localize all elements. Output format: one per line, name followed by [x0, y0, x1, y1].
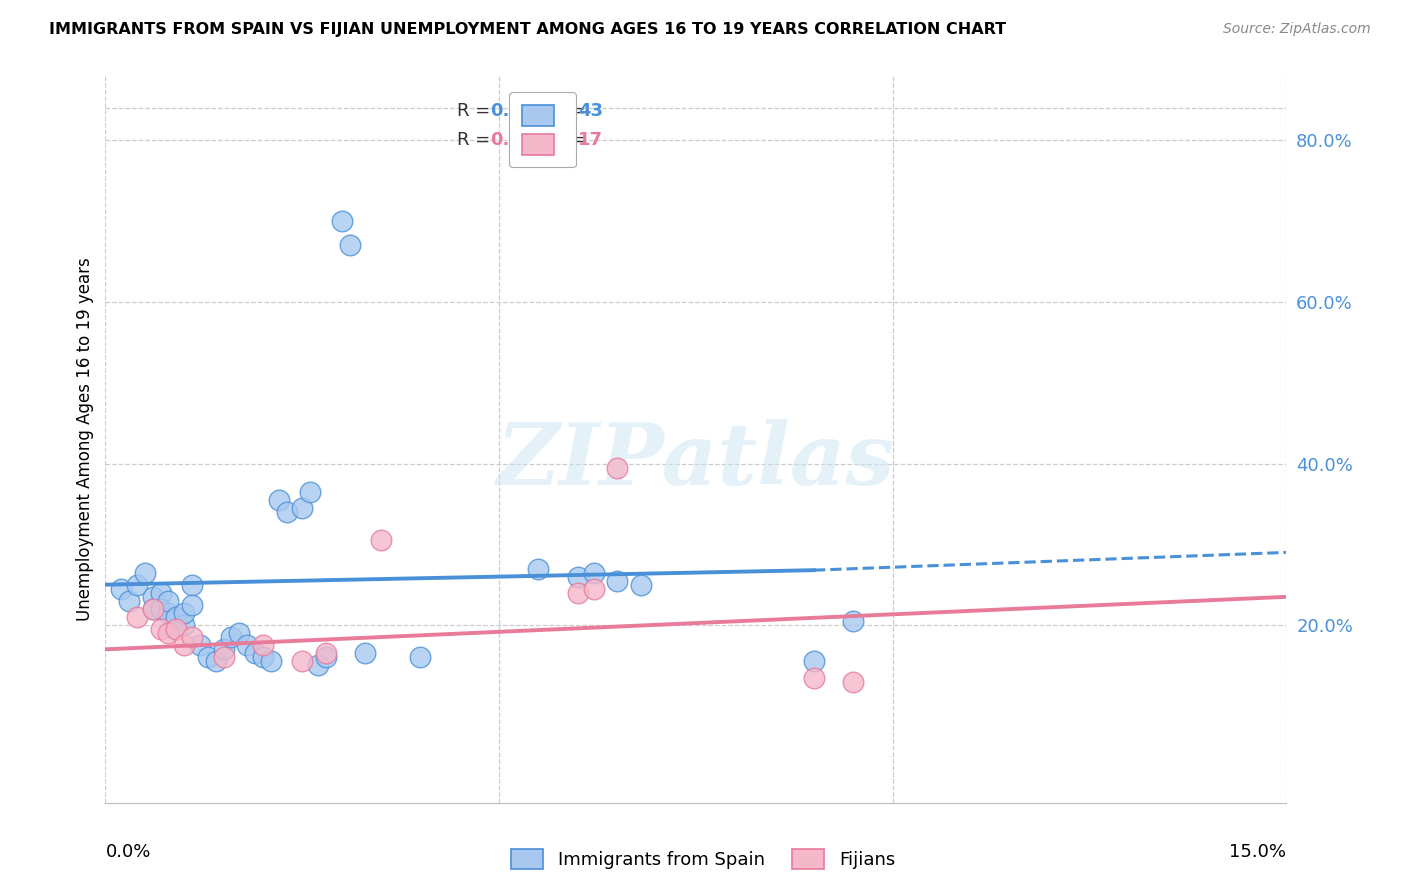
Point — [315, 650, 337, 665]
Point — [165, 622, 187, 636]
Text: 43: 43 — [578, 102, 603, 120]
Point — [409, 650, 432, 665]
Text: 15.0%: 15.0% — [1229, 843, 1286, 861]
Text: Source: ZipAtlas.com: Source: ZipAtlas.com — [1223, 22, 1371, 37]
Point — [173, 618, 195, 632]
Point — [252, 638, 274, 652]
Point — [291, 500, 314, 515]
Point — [181, 598, 204, 612]
Point — [212, 650, 235, 665]
Point — [125, 578, 148, 592]
Text: N =: N = — [540, 131, 592, 149]
Point — [842, 614, 865, 628]
Point — [173, 606, 195, 620]
Y-axis label: Unemployment Among Ages 16 to 19 years: Unemployment Among Ages 16 to 19 years — [76, 258, 94, 621]
Point — [307, 658, 329, 673]
Point — [197, 650, 219, 665]
Point — [165, 610, 187, 624]
Point — [582, 566, 605, 580]
Point — [204, 655, 226, 669]
Text: 17: 17 — [578, 131, 603, 149]
Point — [803, 671, 825, 685]
Point — [315, 646, 337, 660]
Text: ZIPatlas: ZIPatlas — [496, 419, 896, 503]
Text: R =: R = — [457, 102, 496, 120]
Text: IMMIGRANTS FROM SPAIN VS FIJIAN UNEMPLOYMENT AMONG AGES 16 TO 19 YEARS CORRELATI: IMMIGRANTS FROM SPAIN VS FIJIAN UNEMPLOY… — [49, 22, 1007, 37]
Point — [142, 602, 165, 616]
Point — [236, 638, 259, 652]
Point — [142, 590, 165, 604]
Point — [243, 646, 266, 660]
Point — [291, 655, 314, 669]
Point — [330, 214, 353, 228]
Point — [110, 582, 132, 596]
Point — [165, 622, 187, 636]
Legend: , : , — [509, 92, 576, 167]
Point — [118, 594, 141, 608]
Point — [606, 460, 628, 475]
Point — [842, 674, 865, 689]
Point — [157, 594, 180, 608]
Point — [582, 582, 605, 596]
Point — [142, 602, 165, 616]
Point — [157, 606, 180, 620]
Point — [606, 574, 628, 588]
Legend: Immigrants from Spain, Fijians: Immigrants from Spain, Fijians — [502, 839, 904, 879]
Point — [134, 566, 156, 580]
Point — [252, 650, 274, 665]
Point — [181, 578, 204, 592]
Text: 0.180: 0.180 — [491, 131, 547, 149]
Point — [276, 505, 298, 519]
Point — [149, 586, 172, 600]
Point — [339, 238, 361, 252]
Point — [181, 630, 204, 644]
Point — [527, 561, 550, 575]
Point — [267, 492, 290, 507]
Point — [221, 630, 243, 644]
Text: N =: N = — [540, 102, 592, 120]
Point — [370, 533, 392, 548]
Point — [803, 655, 825, 669]
Point — [299, 484, 322, 499]
Text: 0.0%: 0.0% — [105, 843, 150, 861]
Point — [188, 638, 211, 652]
Point — [630, 578, 652, 592]
Point — [149, 602, 172, 616]
Point — [212, 642, 235, 657]
Point — [567, 586, 589, 600]
Point — [228, 626, 250, 640]
Point — [157, 626, 180, 640]
Point — [125, 610, 148, 624]
Point — [567, 569, 589, 583]
Point — [173, 638, 195, 652]
Point — [260, 655, 283, 669]
Text: 0.034: 0.034 — [491, 102, 547, 120]
Point — [354, 646, 377, 660]
Point — [149, 622, 172, 636]
Text: R =: R = — [457, 131, 496, 149]
